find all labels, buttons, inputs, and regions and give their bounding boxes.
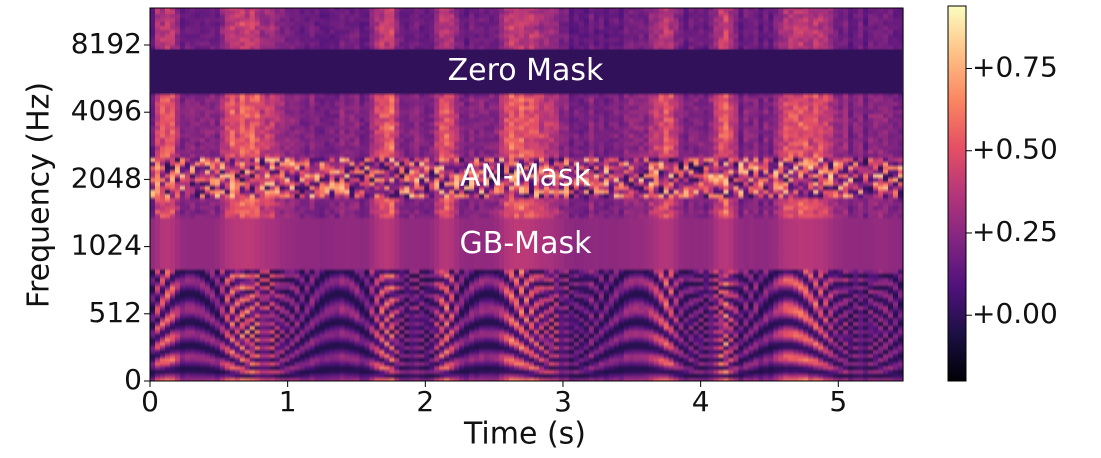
x-tick-label: 1 [279,385,297,418]
colorbar-tick-label: +0.75 [972,51,1058,84]
y-tick-label: 512 [89,296,142,329]
x-tick-label: 0 [141,385,159,418]
chart: Time (s) Frequency (Hz) Zero Mask AN-Mask… [0,0,1101,454]
annotation: GB-Mask [460,226,593,261]
y-tick-label: 0 [124,363,142,396]
colorbar-tick-label: +0.00 [972,297,1058,330]
annotation: Zero Mask [448,53,604,88]
annotation: AN-Mask [460,158,592,193]
page: {"chart_data": {"type": "spectrogram", "… [0,0,1101,458]
y-tick-label: 8192 [71,27,142,60]
x-tick-label: 2 [416,385,434,418]
x-tick-label: 4 [692,385,710,418]
y-tick-label: 4096 [71,94,142,127]
y-tick-label: 1024 [71,229,142,262]
x-axis-label: Time (s) [463,417,586,452]
y-axis-label: Frequency (Hz) [22,82,57,308]
colorbar-tick-label: +0.25 [972,215,1058,248]
x-tick-label: 5 [829,385,847,418]
colorbar-tick-label: +0.50 [972,133,1058,166]
x-tick-label: 3 [554,385,572,418]
colorbar [948,6,966,381]
y-tick-label: 2048 [71,161,142,194]
